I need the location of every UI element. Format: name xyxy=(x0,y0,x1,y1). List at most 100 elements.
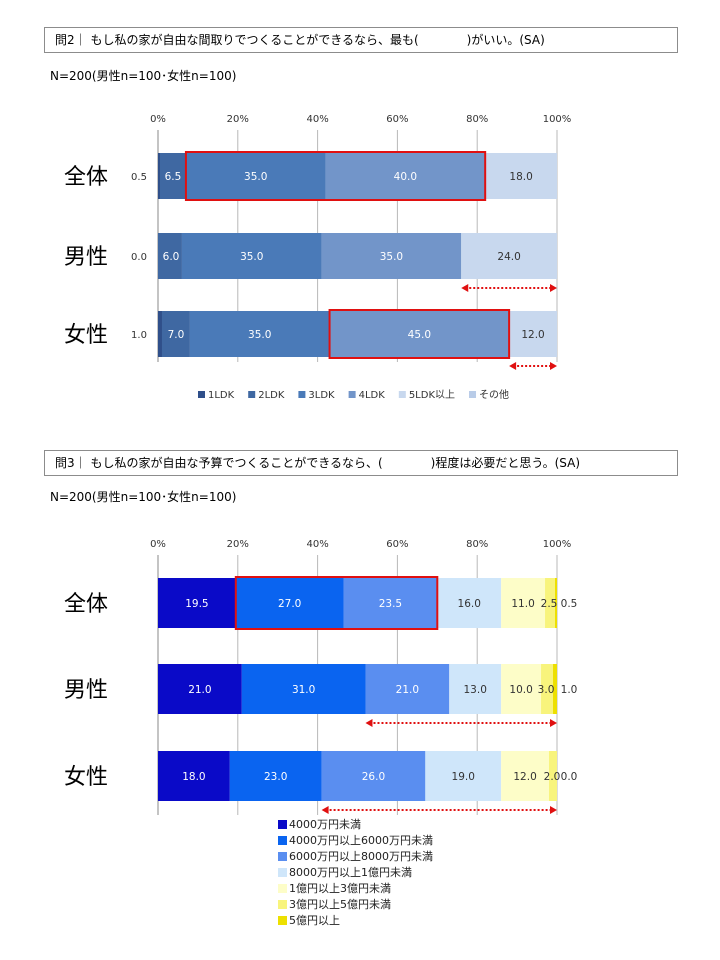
data-label: 35.0 xyxy=(240,251,263,263)
legend-label: 6000万円以上8000万円未満 xyxy=(289,850,433,863)
bar-segment xyxy=(325,153,486,199)
bar-segment xyxy=(501,751,550,801)
x-tick-label: 0% xyxy=(150,539,166,550)
category-label: 男性 xyxy=(64,678,108,703)
data-label: 12.0 xyxy=(513,771,536,783)
x-tick-label: 100% xyxy=(543,114,572,125)
legend-label: 3億円以上5億円未満 xyxy=(289,898,391,911)
data-label: 23.0 xyxy=(264,771,287,783)
data-label: 7.0 xyxy=(168,329,185,341)
legend-swatch xyxy=(278,884,287,893)
bar-segment xyxy=(501,578,546,628)
range-arrow-head xyxy=(550,719,557,727)
data-label: 2.0 xyxy=(544,771,561,783)
highlight-box xyxy=(234,576,439,630)
bar-segment xyxy=(235,578,344,628)
legend-swatch xyxy=(278,820,287,829)
x-tick-label: 80% xyxy=(466,114,488,125)
data-label: 27.0 xyxy=(278,598,301,610)
category-label: 男性 xyxy=(64,245,108,270)
x-tick-label: 60% xyxy=(386,114,408,125)
q3-question-box: 問3｜ もし私の家が自由な予算でつくることができるなら、( )程度は必要だと思う… xyxy=(44,450,678,476)
legend-swatch xyxy=(278,900,287,909)
legend-swatch xyxy=(198,391,205,398)
bar-segment xyxy=(555,578,557,628)
data-label: 21.0 xyxy=(188,684,211,696)
data-label: 10.0 xyxy=(509,684,532,696)
data-label: 16.0 xyxy=(458,598,481,610)
data-label: 19.5 xyxy=(185,598,208,610)
data-label: 6.5 xyxy=(165,171,182,183)
bar-segment xyxy=(365,664,450,714)
highlight-box xyxy=(328,309,511,359)
range-arrow-head xyxy=(365,719,373,727)
bar-segment xyxy=(449,664,502,714)
bar-segment xyxy=(485,153,557,199)
data-label: 40.0 xyxy=(394,171,417,183)
data-label: 13.0 xyxy=(464,684,487,696)
legend-swatch xyxy=(469,391,477,398)
x-tick-label: 0% xyxy=(150,114,166,125)
legend-label: 2LDK xyxy=(258,390,285,400)
bar-segment xyxy=(241,664,366,714)
x-tick-label: 40% xyxy=(306,114,328,125)
q2-question-box: 問2｜ もし私の家が自由な間取りでつくることができるなら、最も( )がいい。(S… xyxy=(44,27,678,53)
data-label: 45.0 xyxy=(408,329,431,341)
bar-segment xyxy=(189,311,330,357)
legend-label: 3LDK xyxy=(308,390,335,400)
bar-segment xyxy=(553,664,557,714)
bar-segment xyxy=(321,233,462,279)
legend-swatch xyxy=(278,836,287,845)
bar-segment xyxy=(158,153,160,199)
data-label: 0.5 xyxy=(561,598,578,610)
bar-segment xyxy=(229,751,322,801)
legend-swatch xyxy=(348,391,356,398)
legend-swatch xyxy=(278,868,287,877)
legend-swatch xyxy=(278,852,287,861)
data-label: 3.0 xyxy=(538,684,555,696)
data-label: 18.0 xyxy=(509,171,532,183)
bar-segment xyxy=(158,311,162,357)
bar-segment xyxy=(437,578,502,628)
x-tick-label: 80% xyxy=(466,539,488,550)
data-label: 6.0 xyxy=(163,251,180,263)
legend-label: 1億円以上3億円未満 xyxy=(289,882,391,895)
data-label: 31.0 xyxy=(292,684,315,696)
data-label: 24.0 xyxy=(497,251,520,263)
category-label: 全体 xyxy=(64,165,108,190)
range-arrow-head xyxy=(550,362,557,370)
x-tick-label: 100% xyxy=(543,539,572,550)
legend-label: 5億円以上 xyxy=(289,914,340,927)
highlight-box xyxy=(184,151,487,201)
data-label: 1.0 xyxy=(131,330,147,341)
data-label: 35.0 xyxy=(380,251,403,263)
data-label: 35.0 xyxy=(248,329,271,341)
bar-segment xyxy=(158,233,182,279)
data-label: 35.0 xyxy=(244,171,267,183)
legend-label: 5LDK以上 xyxy=(409,389,455,400)
bar-segment xyxy=(501,664,542,714)
q3-question-text: 問3｜ もし私の家が自由な予算でつくることができるなら、( )程度は必要だと思う… xyxy=(55,456,581,470)
q3-sample-size: N=200(男性n=100･女性n=100) xyxy=(50,490,237,504)
legend-label: 4000万円未満 xyxy=(289,818,361,831)
legend-swatch xyxy=(248,391,256,398)
legend-label: 8000万円以上1億円未満 xyxy=(289,866,412,879)
bar-segment xyxy=(509,311,557,357)
data-label: 0.0 xyxy=(561,771,578,783)
x-tick-label: 20% xyxy=(227,114,249,125)
category-label: 女性 xyxy=(64,765,108,790)
legend-label: 4000万円以上6000万円未満 xyxy=(289,834,433,847)
data-label: 0.0 xyxy=(131,252,147,263)
bar-segment xyxy=(343,578,438,628)
x-tick-label: 40% xyxy=(306,539,328,550)
legend-swatch xyxy=(278,916,287,925)
data-label: 18.0 xyxy=(182,771,205,783)
range-arrow-head xyxy=(321,806,329,814)
legend-swatch xyxy=(298,391,306,398)
category-label: 全体 xyxy=(64,592,108,617)
bar-segment xyxy=(161,311,190,357)
bar-segment xyxy=(158,664,242,714)
data-label: 0.5 xyxy=(131,172,147,183)
x-tick-label: 20% xyxy=(227,539,249,550)
